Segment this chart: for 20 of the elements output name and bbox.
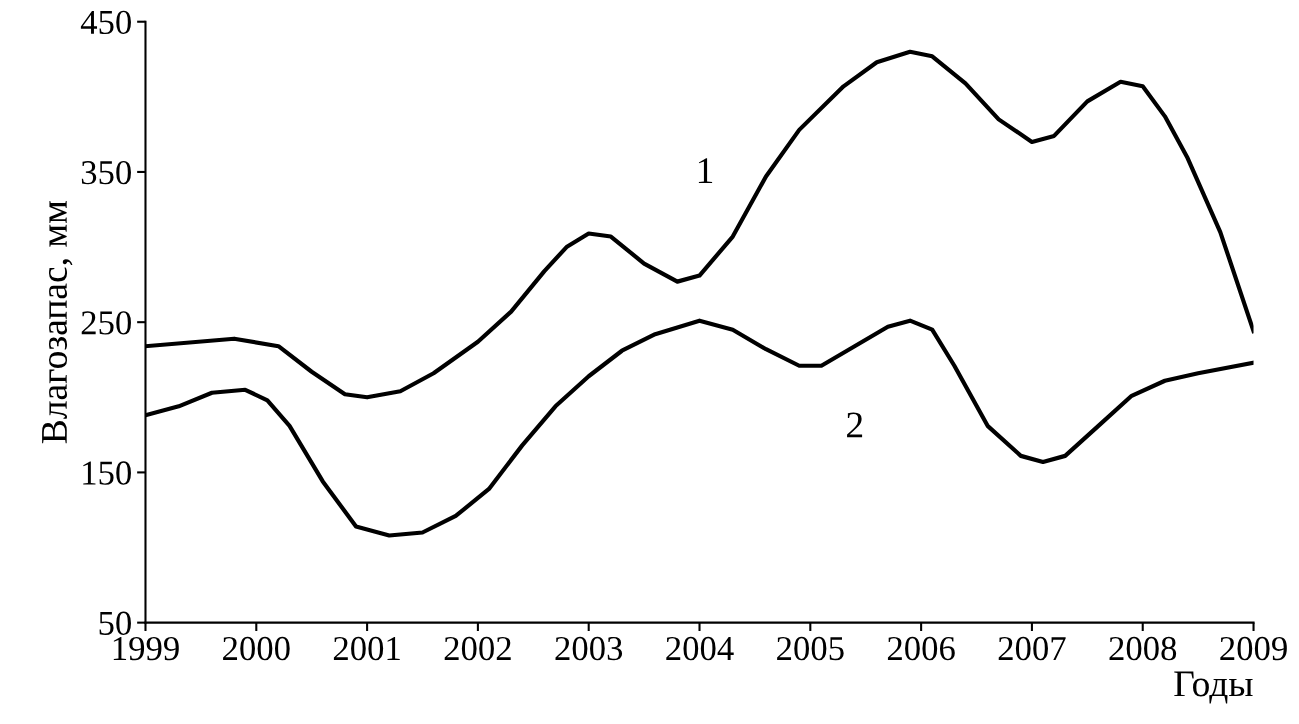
x-tick-label: 2005 [777, 636, 844, 661]
y-tick-label: 50 [99, 611, 131, 636]
x-tick-label: 2007 [998, 636, 1066, 661]
y-tick-label: 150 [83, 461, 131, 485]
x-tick-label: 2009 [1220, 636, 1287, 661]
x-tick-label: 2002 [444, 636, 511, 661]
y-tick-label: 350 [81, 160, 131, 185]
series-label: 2 [847, 412, 863, 438]
y-axis-title: Влагозапас, мм [42, 201, 73, 444]
x-tick-label: 2003 [555, 636, 623, 661]
x-tick-label: 2006 [887, 636, 955, 661]
series-label: 1 [698, 158, 713, 184]
x-tick-label: 2004 [666, 636, 734, 661]
y-tick-label: 250 [81, 311, 131, 335]
x-tick-label: 2008 [1109, 636, 1177, 661]
x-tick-label: 2001 [333, 636, 400, 661]
x-tick-label: 1999 [113, 636, 179, 661]
x-axis-title: Годы [1174, 671, 1253, 704]
x-tick-label: 2000 [223, 636, 290, 661]
y-tick-label: 450 [80, 10, 131, 35]
